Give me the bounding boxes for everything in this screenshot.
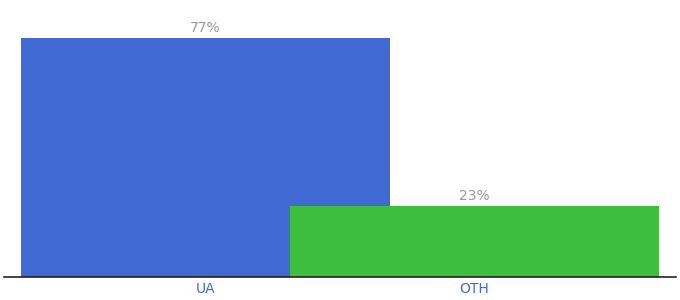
Text: 23%: 23% (459, 189, 490, 202)
Bar (21, 38, 390, 277)
Bar (290, 206, 659, 277)
Text: 77%: 77% (190, 21, 221, 35)
